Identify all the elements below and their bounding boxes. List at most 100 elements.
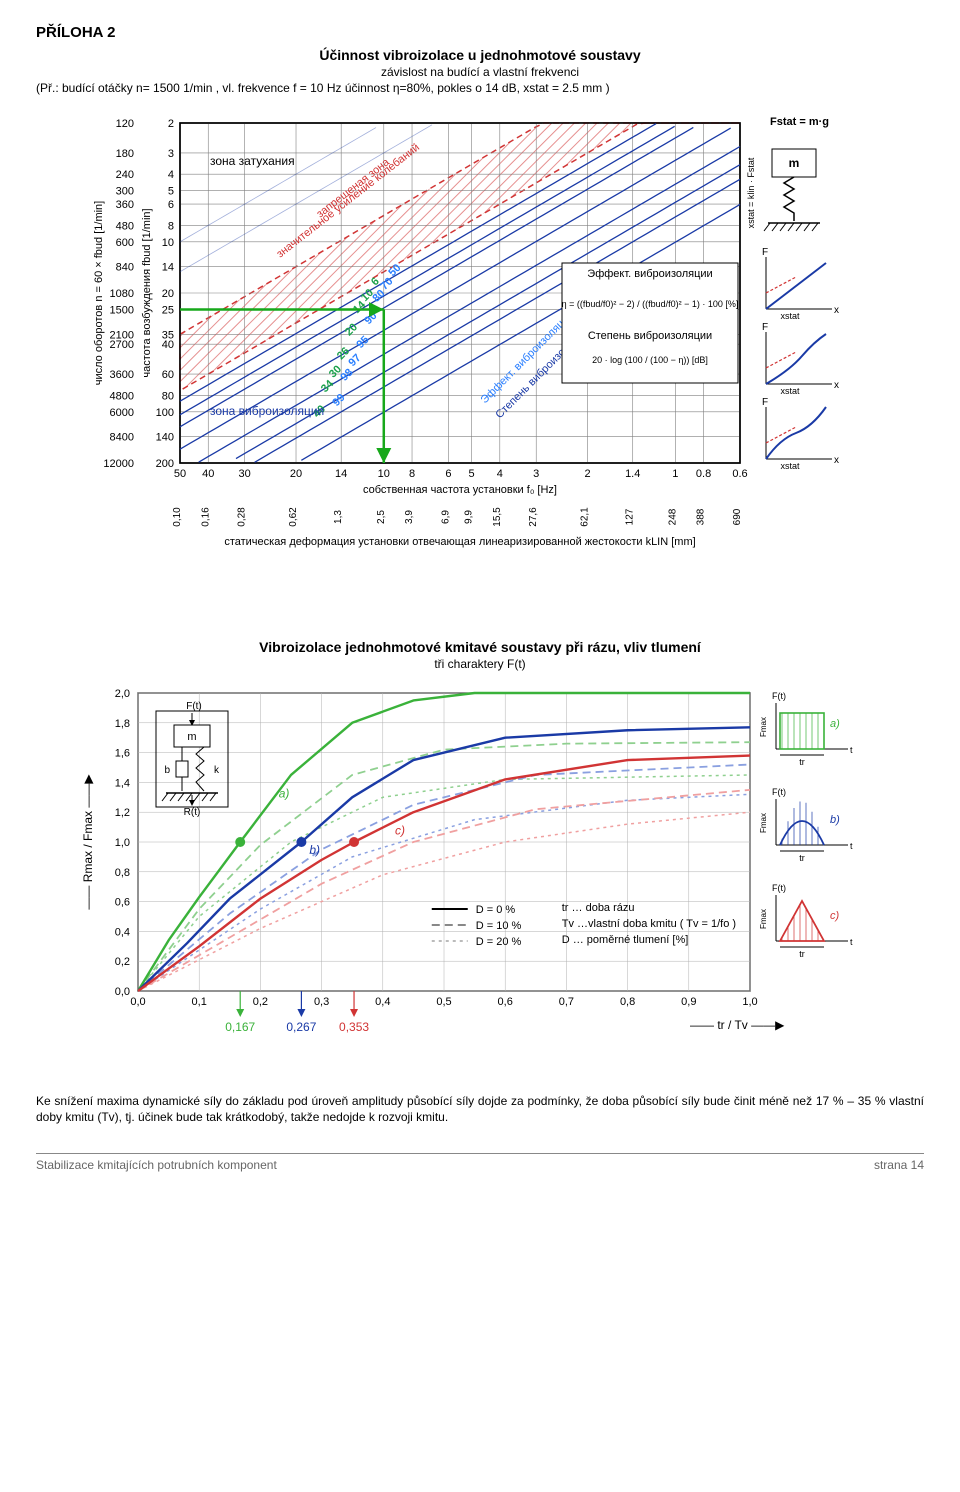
chart-1: 5040302014108654321.410.80.6212031804240… <box>60 105 900 615</box>
svg-text:388: 388 <box>696 508 707 525</box>
svg-text:b): b) <box>309 843 320 857</box>
footer-right: strana 14 <box>874 1158 924 1172</box>
svg-text:15,5: 15,5 <box>492 507 503 527</box>
svg-text:Эффект. виброизоляции: Эффект. виброизоляции <box>587 268 712 280</box>
svg-text:0,8: 0,8 <box>115 867 130 879</box>
svg-text:0,267: 0,267 <box>286 1020 316 1034</box>
svg-text:tr: tr <box>799 949 805 959</box>
svg-text:t: t <box>850 745 853 755</box>
svg-text:120: 120 <box>116 118 134 130</box>
svg-text:t: t <box>850 937 853 947</box>
svg-text:2,0: 2,0 <box>115 688 130 700</box>
svg-text:0,8: 0,8 <box>620 996 635 1008</box>
svg-text:R(t): R(t) <box>184 807 201 818</box>
svg-text:4800: 4800 <box>110 390 134 402</box>
svg-text:2,5: 2,5 <box>376 510 387 524</box>
svg-text:20: 20 <box>290 468 302 480</box>
svg-text:0,4: 0,4 <box>375 996 390 1008</box>
svg-text:F(t): F(t) <box>772 787 786 797</box>
svg-text:0,10: 0,10 <box>172 507 183 527</box>
footer-rule <box>36 1153 924 1154</box>
svg-text:c): c) <box>830 910 840 922</box>
svg-text:b): b) <box>830 814 840 826</box>
svg-text:статическая деформация установ: статическая деформация установки отвечаю… <box>224 536 695 548</box>
svg-text:x: x <box>834 305 839 316</box>
svg-text:1,3: 1,3 <box>333 510 344 524</box>
svg-text:D = 10 %: D = 10 % <box>476 920 522 932</box>
svg-text:tr: tr <box>799 853 805 863</box>
svg-text:0,167: 0,167 <box>225 1020 255 1034</box>
svg-text:F(t): F(t) <box>772 883 786 893</box>
svg-text:3600: 3600 <box>110 369 134 381</box>
svg-text:0,9: 0,9 <box>681 996 696 1008</box>
svg-text:10: 10 <box>378 468 390 480</box>
svg-text:D = 0 %: D = 0 % <box>476 904 516 916</box>
svg-text:0,16: 0,16 <box>200 507 211 527</box>
svg-text:D … poměrné tlumení [%]: D … poměrné tlumení [%] <box>562 934 689 946</box>
svg-text:50: 50 <box>174 468 186 480</box>
svg-text:1,0: 1,0 <box>115 837 130 849</box>
svg-text:480: 480 <box>116 220 134 232</box>
svg-text:14: 14 <box>335 468 347 480</box>
svg-text:4: 4 <box>168 169 174 181</box>
svg-text:0,353: 0,353 <box>339 1020 369 1034</box>
svg-text:0,2: 0,2 <box>253 996 268 1008</box>
svg-text:0,3: 0,3 <box>314 996 329 1008</box>
svg-text:1.4: 1.4 <box>625 468 640 480</box>
svg-text:частота возбуждения fbud [1/mi: частота возбуждения fbud [1/min] <box>141 208 153 377</box>
svg-text:40: 40 <box>162 339 174 351</box>
svg-text:0,4: 0,4 <box>115 926 130 938</box>
svg-text:0,2: 0,2 <box>115 956 130 968</box>
svg-text:30: 30 <box>239 468 251 480</box>
svg-text:6000: 6000 <box>110 407 134 419</box>
svg-text:Fmax: Fmax <box>759 909 768 929</box>
svg-text:зона виброизоляции: зона виброизоляции <box>210 404 324 418</box>
svg-text:6,9: 6,9 <box>440 510 451 524</box>
svg-text:12000: 12000 <box>103 458 134 470</box>
svg-text:1: 1 <box>672 468 678 480</box>
svg-text:0,1: 0,1 <box>192 996 207 1008</box>
svg-text:4: 4 <box>497 468 503 480</box>
footer-left: Stabilizace kmitajících potrubních kompo… <box>36 1158 277 1172</box>
svg-text:248: 248 <box>667 508 678 525</box>
svg-text:a): a) <box>279 786 290 800</box>
svg-text:0.8: 0.8 <box>696 468 711 480</box>
svg-text:127: 127 <box>625 508 636 525</box>
svg-text:0,5: 0,5 <box>436 996 451 1008</box>
svg-text:0,0: 0,0 <box>115 986 130 998</box>
svg-text:F: F <box>762 247 768 258</box>
svg-text:x: x <box>834 380 839 391</box>
svg-text:xstat: xstat <box>780 386 800 396</box>
svg-text:140: 140 <box>156 432 174 444</box>
svg-text:100: 100 <box>156 407 174 419</box>
appendix-heading: PŘÍLOHA 2 <box>36 24 924 41</box>
svg-text:8: 8 <box>409 468 415 480</box>
svg-text:F: F <box>762 322 768 333</box>
svg-text:3: 3 <box>533 468 539 480</box>
svg-text:Tv …vlastní doba kmitu ( Tv =: Tv …vlastní doba kmitu ( Tv = 1/fo ) <box>562 918 736 930</box>
svg-text:Fmax: Fmax <box>759 813 768 833</box>
svg-text:0,6: 0,6 <box>115 897 130 909</box>
svg-text:2700: 2700 <box>110 339 134 351</box>
svg-text:0,62: 0,62 <box>288 507 299 527</box>
svg-text:m: m <box>789 156 800 170</box>
svg-text:9,9: 9,9 <box>464 510 475 524</box>
svg-text:690: 690 <box>732 508 743 525</box>
svg-text:m: m <box>187 731 196 743</box>
svg-text:62,1: 62,1 <box>580 507 591 527</box>
svg-text:0,28: 0,28 <box>237 507 248 527</box>
svg-text:x: x <box>834 455 839 466</box>
svg-text:Fstat = m·g: Fstat = m·g <box>770 116 829 128</box>
svg-text:xstat = klin · Fstat: xstat = klin · Fstat <box>746 157 756 228</box>
paragraph: Ke snížení maxima dynamické síly do zákl… <box>36 1093 924 1125</box>
svg-text:80: 80 <box>162 390 174 402</box>
svg-text:2: 2 <box>168 118 174 130</box>
svg-text:180: 180 <box>116 148 134 160</box>
svg-text:Степень виброизоляции: Степень виброизоляции <box>588 330 712 342</box>
svg-text:tr … doba rázu: tr … doba rázu <box>562 902 635 914</box>
svg-text:5: 5 <box>468 468 474 480</box>
svg-text:—— Rmax / Fmax ——▶: —— Rmax / Fmax ——▶ <box>81 774 95 910</box>
svg-text:1500: 1500 <box>110 304 134 316</box>
title-2: Vibroizolace jednohmotové kmitavé sousta… <box>36 639 924 655</box>
svg-text:Fmax: Fmax <box>759 717 768 737</box>
